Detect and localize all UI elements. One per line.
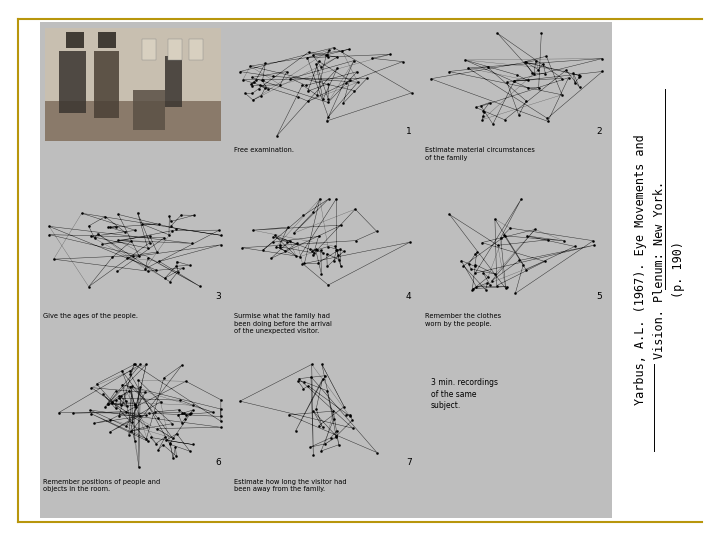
- Text: Surmise what the family had
been doing before the arrival
of the unexpected visi: Surmise what the family had been doing b…: [234, 313, 332, 334]
- Text: Estimate material circumstances
of the family: Estimate material circumstances of the f…: [425, 147, 535, 161]
- Text: Estimate how long the visitor had
been away from the family.: Estimate how long the visitor had been a…: [234, 478, 347, 492]
- Text: 3: 3: [215, 293, 221, 301]
- Text: 3 min. recordings
of the same
subject.: 3 min. recordings of the same subject.: [431, 378, 498, 410]
- Text: Remember the clothes
worn by the people.: Remember the clothes worn by the people.: [425, 313, 501, 327]
- Bar: [165, 56, 182, 107]
- Bar: [66, 32, 84, 49]
- Text: 2: 2: [597, 127, 603, 136]
- Bar: [45, 28, 221, 102]
- Bar: [45, 102, 221, 141]
- Bar: [142, 39, 156, 60]
- Text: Free examination.: Free examination.: [234, 147, 294, 153]
- Bar: [133, 90, 165, 130]
- Bar: [40, 22, 612, 518]
- Bar: [94, 51, 119, 118]
- Bar: [98, 32, 115, 49]
- Bar: [45, 28, 221, 141]
- Text: Remember positions of people and
objects in the room.: Remember positions of people and objects…: [43, 478, 161, 492]
- Text: 5: 5: [597, 293, 603, 301]
- Text: 4: 4: [406, 293, 412, 301]
- Text: Give the ages of the people.: Give the ages of the people.: [43, 313, 138, 319]
- Bar: [59, 51, 86, 113]
- Bar: [189, 39, 203, 60]
- Text: Yarbus, A.L. (1967). Eye Movements and
Vision. Plenum: New York.
(p. 190): Yarbus, A.L. (1967). Eye Movements and V…: [634, 134, 685, 406]
- Bar: [168, 39, 182, 60]
- Text: 1: 1: [406, 127, 412, 136]
- Text: 6: 6: [215, 458, 221, 467]
- Text: 7: 7: [406, 458, 412, 467]
